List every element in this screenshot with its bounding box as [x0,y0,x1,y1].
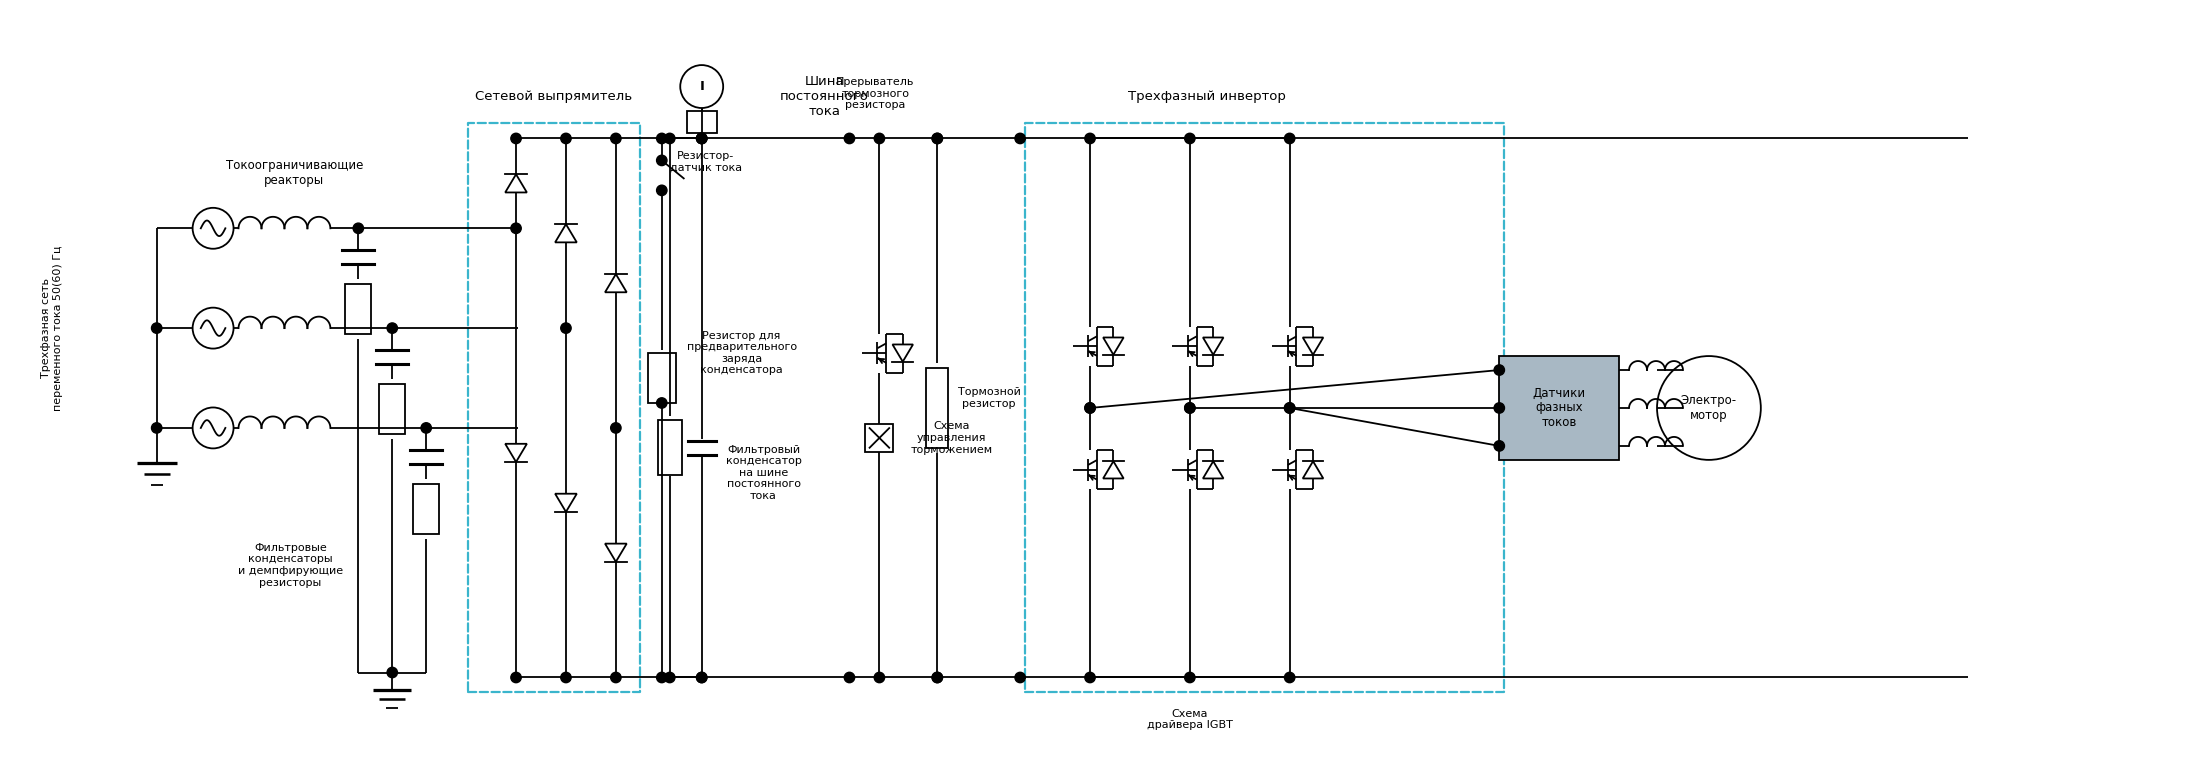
Circle shape [560,673,571,683]
Circle shape [696,673,707,683]
Circle shape [932,673,943,683]
Text: Трехфазная сеть
переменного тока 50(60) Гц: Трехфазная сеть переменного тока 50(60) … [42,245,62,411]
Circle shape [152,423,161,433]
Circle shape [696,133,707,143]
Bar [648,353,677,403]
Text: Схема
управления
торможением: Схема управления торможением [910,421,992,454]
Circle shape [696,133,707,143]
Bar [688,111,716,133]
Circle shape [611,673,622,683]
Bar [1499,355,1620,460]
Circle shape [1285,402,1296,413]
Circle shape [353,223,364,233]
Circle shape [844,673,855,683]
Text: Схема
драйвера IGBT: Схема драйвера IGBT [1146,709,1232,731]
Text: Тормозной
резистор: Тормозной резистор [959,387,1020,409]
Text: Фильтровый
конденсатор
на шине
постоянного
тока: Фильтровый конденсатор на шине постоянно… [725,445,802,501]
Circle shape [696,133,707,143]
Circle shape [511,223,520,233]
Text: I: I [699,80,703,93]
Text: Резистор для
предварительного
заряда
конденсатора: Резистор для предварительного заряда кон… [688,330,796,376]
Circle shape [1285,133,1296,143]
Circle shape [875,133,884,143]
Bar [467,124,639,692]
Text: Электро-
мотор: Электро- мотор [1682,394,1737,422]
Text: Фильтровые
конденсаторы
и демпфирующие
резисторы: Фильтровые конденсаторы и демпфирующие р… [238,543,344,587]
Circle shape [421,423,432,433]
Circle shape [875,673,884,683]
Circle shape [1494,402,1505,413]
Circle shape [1494,441,1505,451]
Text: Токоограничивающие
реакторы: Токоограничивающие реакторы [225,160,364,187]
Circle shape [152,323,161,334]
Text: Резистор-
датчик тока: Резистор- датчик тока [670,150,743,172]
Circle shape [657,673,668,683]
Circle shape [1186,673,1195,683]
Circle shape [1084,133,1095,143]
Circle shape [1285,402,1296,413]
Circle shape [932,673,943,683]
Circle shape [1016,133,1025,143]
Circle shape [1186,402,1195,413]
Bar [346,284,370,334]
Circle shape [1084,402,1095,413]
Circle shape [388,323,397,334]
Text: Датчики
фазных
токов: Датчики фазных токов [1532,387,1585,429]
Circle shape [511,673,520,683]
Circle shape [657,155,668,165]
Circle shape [932,133,943,143]
Bar [412,484,439,534]
Text: Шина
постоянного
тока: Шина постоянного тока [780,75,868,118]
Circle shape [696,673,707,683]
Circle shape [1084,673,1095,683]
Bar [866,424,893,452]
Circle shape [1016,673,1025,683]
Circle shape [1186,402,1195,413]
Circle shape [666,133,674,143]
Bar [379,384,406,434]
Circle shape [560,323,571,334]
Bar [1025,124,1505,692]
Circle shape [657,398,668,408]
Bar [657,420,681,475]
Text: Сетевой выпрямитель: Сетевой выпрямитель [476,90,633,103]
Circle shape [560,133,571,143]
Circle shape [932,133,943,143]
Bar [926,368,948,448]
Circle shape [657,133,668,143]
Circle shape [611,133,622,143]
Text: Прерыватель
тормозного
резистора: Прерыватель тормозного резистора [835,77,915,110]
Circle shape [388,667,397,678]
Circle shape [611,423,622,433]
Circle shape [666,673,674,683]
Circle shape [844,133,855,143]
Circle shape [1285,673,1296,683]
Circle shape [511,133,520,143]
Circle shape [1084,402,1095,413]
Circle shape [1186,133,1195,143]
Circle shape [657,185,668,196]
Circle shape [1494,365,1505,375]
Text: Трехфазный инвертор: Трехфазный инвертор [1128,90,1287,103]
